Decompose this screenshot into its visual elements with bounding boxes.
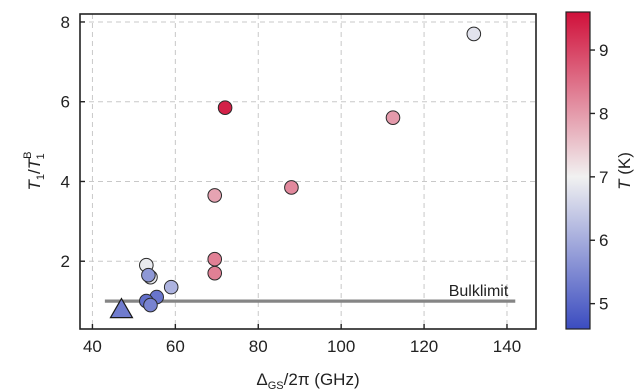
triangle-point [109,297,134,319]
axes-frame [79,13,537,330]
data-point-10 [163,279,179,295]
y-axis: 2 4 6 8 [61,13,85,271]
x-axis: 40 60 80 100 120 140 [83,324,521,356]
y-tick-label-3: 8 [61,13,70,32]
x-tick-label-0: 40 [83,337,102,356]
x-tick-label-5: 140 [493,337,521,356]
colorbar: 5 6 7 8 9 T (K) [565,11,634,330]
bulk-limit-label: Bulklimit [449,283,509,300]
data-point-0 [466,26,482,42]
x-tick-label-1: 60 [166,337,185,356]
bulk-limit: Bulklimit [104,283,516,303]
y-tick-label-0: 2 [61,252,70,271]
colorbar-gradient [565,11,591,330]
y-tick-label-2: 6 [61,93,70,112]
data-point-6 [207,265,223,281]
data-points [109,26,482,319]
colorbar-tick-label-3: 8 [599,104,608,123]
colorbar-tick-label-0: 5 [599,295,608,314]
colorbar-tick-label-2: 7 [599,168,608,187]
data-point-4 [207,188,223,203]
data-point-3 [284,180,299,195]
data-point-2 [385,110,401,125]
data-point-9 [141,267,156,283]
x-tick-label-2: 80 [249,337,268,356]
colorbar-tick-label-1: 6 [599,231,608,250]
x-axis-label: ΔGS/2π (GHz) [256,370,359,390]
y-axis-label: T1/TB1 [22,152,47,191]
colorbar-ticks: 5 6 7 8 9 [590,41,608,314]
grid-lines [80,14,536,329]
y-tick-label-1: 4 [61,172,70,191]
data-point-5 [207,251,223,267]
colorbar-label: T (K) [615,152,634,190]
x-tick-label-4: 120 [410,337,438,356]
colorbar-tick-label-4: 9 [599,41,608,60]
data-point-13 [143,297,158,313]
x-tick-label-3: 100 [327,337,355,356]
data-point-1 [217,100,233,116]
